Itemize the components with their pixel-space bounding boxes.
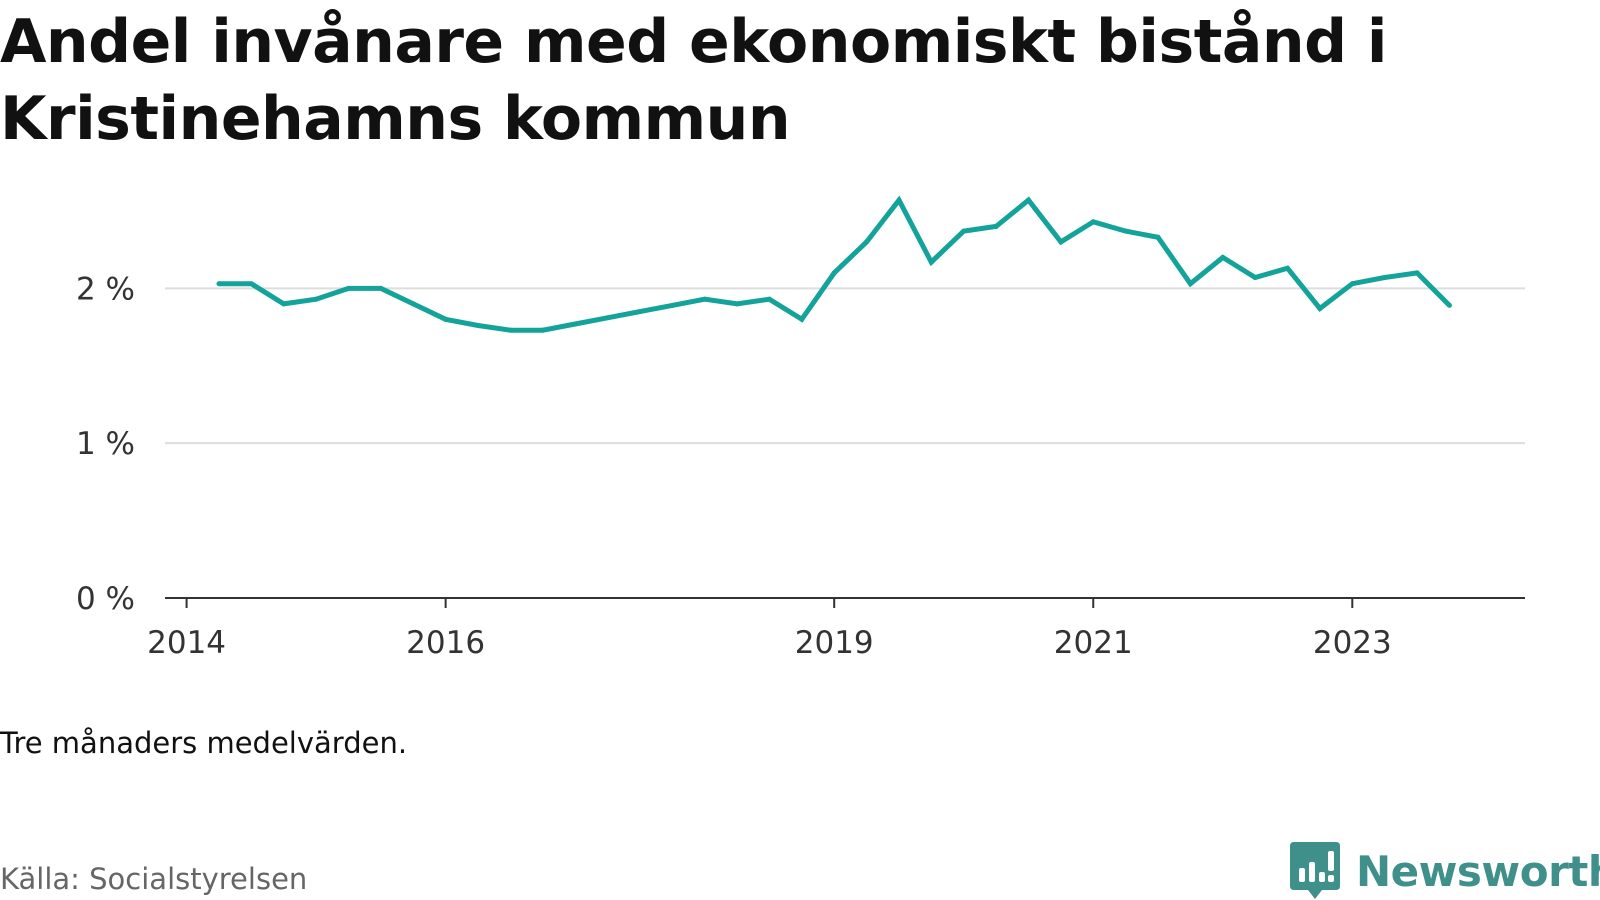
x-tick-label: 2019 bbox=[795, 625, 874, 661]
data-point bbox=[1058, 239, 1064, 245]
data-point bbox=[831, 270, 837, 276]
brand-logo[interactable]: Newsworthy bbox=[1290, 842, 1600, 900]
data-point bbox=[1187, 281, 1193, 287]
data-point bbox=[475, 323, 481, 329]
data-point bbox=[1155, 234, 1161, 240]
data-point bbox=[928, 259, 934, 265]
data-point bbox=[410, 301, 416, 307]
data-point bbox=[572, 321, 578, 327]
data-point bbox=[669, 302, 675, 308]
grid-lines bbox=[165, 287, 1525, 445]
data-point bbox=[1446, 302, 1452, 308]
x-tick-label: 2016 bbox=[406, 625, 485, 661]
y-tick-label: 1 % bbox=[76, 426, 135, 462]
data-point bbox=[378, 285, 384, 291]
data-point bbox=[799, 316, 805, 322]
data-point bbox=[961, 228, 967, 234]
data-point bbox=[1025, 197, 1031, 203]
data-point bbox=[281, 301, 287, 307]
x-axis-ticks: 2014 2016 2019 2021 2023 bbox=[147, 598, 1392, 661]
data-point bbox=[896, 197, 902, 203]
data-point bbox=[993, 223, 999, 229]
data-point bbox=[1220, 254, 1226, 260]
newsworthy-logo-icon bbox=[1290, 842, 1340, 899]
data-point bbox=[864, 239, 870, 245]
data-point bbox=[605, 315, 611, 321]
data-point bbox=[1414, 270, 1420, 276]
source-text: Källa: Socialstyrelsen bbox=[0, 862, 308, 896]
line-chart: 0 % 1 % 2 % 2014 2016 2019 2021 2023 bbox=[76, 195, 1525, 661]
data-point bbox=[345, 285, 351, 291]
y-tick-label: 2 % bbox=[76, 271, 135, 307]
chart-note: Tre månaders medelvärden. bbox=[0, 726, 408, 760]
data-point bbox=[1317, 305, 1323, 311]
data-point bbox=[540, 327, 546, 333]
data-point bbox=[702, 296, 708, 302]
data-point bbox=[1090, 219, 1096, 225]
data-point bbox=[1382, 275, 1388, 281]
series-line bbox=[219, 195, 1452, 333]
data-point bbox=[507, 327, 513, 333]
data-point bbox=[248, 281, 254, 287]
data-point bbox=[1252, 275, 1258, 281]
data-point bbox=[766, 296, 772, 302]
data-point bbox=[1349, 281, 1355, 287]
data-point bbox=[637, 309, 643, 315]
y-tick-label: 0 % bbox=[76, 581, 135, 617]
data-point bbox=[1285, 265, 1291, 271]
data-point bbox=[313, 296, 319, 302]
data-point bbox=[443, 316, 449, 322]
data-point bbox=[216, 281, 222, 287]
y-axis-ticks: 0 % 1 % 2 % bbox=[76, 271, 135, 617]
x-tick-label: 2021 bbox=[1054, 625, 1133, 661]
series-layer bbox=[216, 195, 1452, 333]
brand-name: Newsworthy bbox=[1356, 846, 1600, 896]
x-tick-label: 2023 bbox=[1313, 625, 1392, 661]
x-tick-label: 2014 bbox=[147, 625, 226, 661]
data-point bbox=[734, 301, 740, 307]
chart-title: Andel invånare med ekonomiskt bistånd i … bbox=[0, 7, 1387, 154]
data-point bbox=[1123, 228, 1129, 234]
